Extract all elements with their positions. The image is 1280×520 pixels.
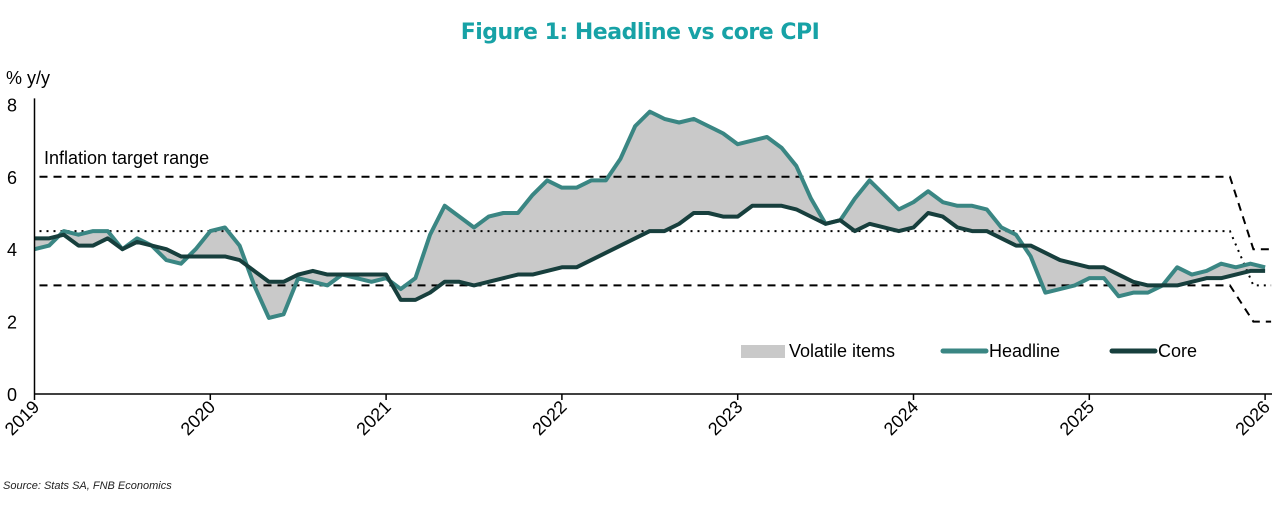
y-tick-label: 6: [7, 168, 17, 188]
legend-swatch-volatile: [741, 345, 785, 358]
volatile-items-area: [34, 111, 1266, 318]
x-tick-label: 2021: [352, 397, 394, 439]
source-note: Source: Stats SA, FNB Economics: [3, 480, 172, 492]
y-tick-label: 2: [7, 313, 17, 333]
target-midpoint-line: [39, 230, 1272, 287]
y-tick-label: 8: [7, 95, 17, 115]
x-tick-label: 2025: [1056, 397, 1098, 439]
legend-label-core: Core: [1158, 341, 1197, 361]
x-tick-label: 2022: [528, 397, 570, 439]
x-tick-label: 2026: [1231, 397, 1273, 439]
legend-label-volatile: Volatile items: [789, 341, 895, 361]
x-tick-label: 2023: [704, 397, 746, 439]
x-tick-label: 2024: [880, 397, 922, 439]
target-upper-line: [39, 175, 1272, 251]
target-range-annotation: Inflation target range: [44, 148, 209, 168]
legend-label-headline: Headline: [989, 341, 1060, 361]
y-axis-label: % y/y: [6, 68, 51, 88]
target-lower-line: [39, 284, 1272, 323]
y-tick-label: 0: [7, 385, 17, 405]
core-line: [34, 203, 1266, 302]
x-tick-label: 2020: [177, 397, 219, 439]
y-tick-label: 4: [7, 240, 17, 260]
headline-line: [34, 109, 1266, 320]
legend: Volatile items Headline Core: [741, 341, 1197, 361]
chart-title: Figure 1: Headline vs core CPI: [460, 20, 820, 45]
